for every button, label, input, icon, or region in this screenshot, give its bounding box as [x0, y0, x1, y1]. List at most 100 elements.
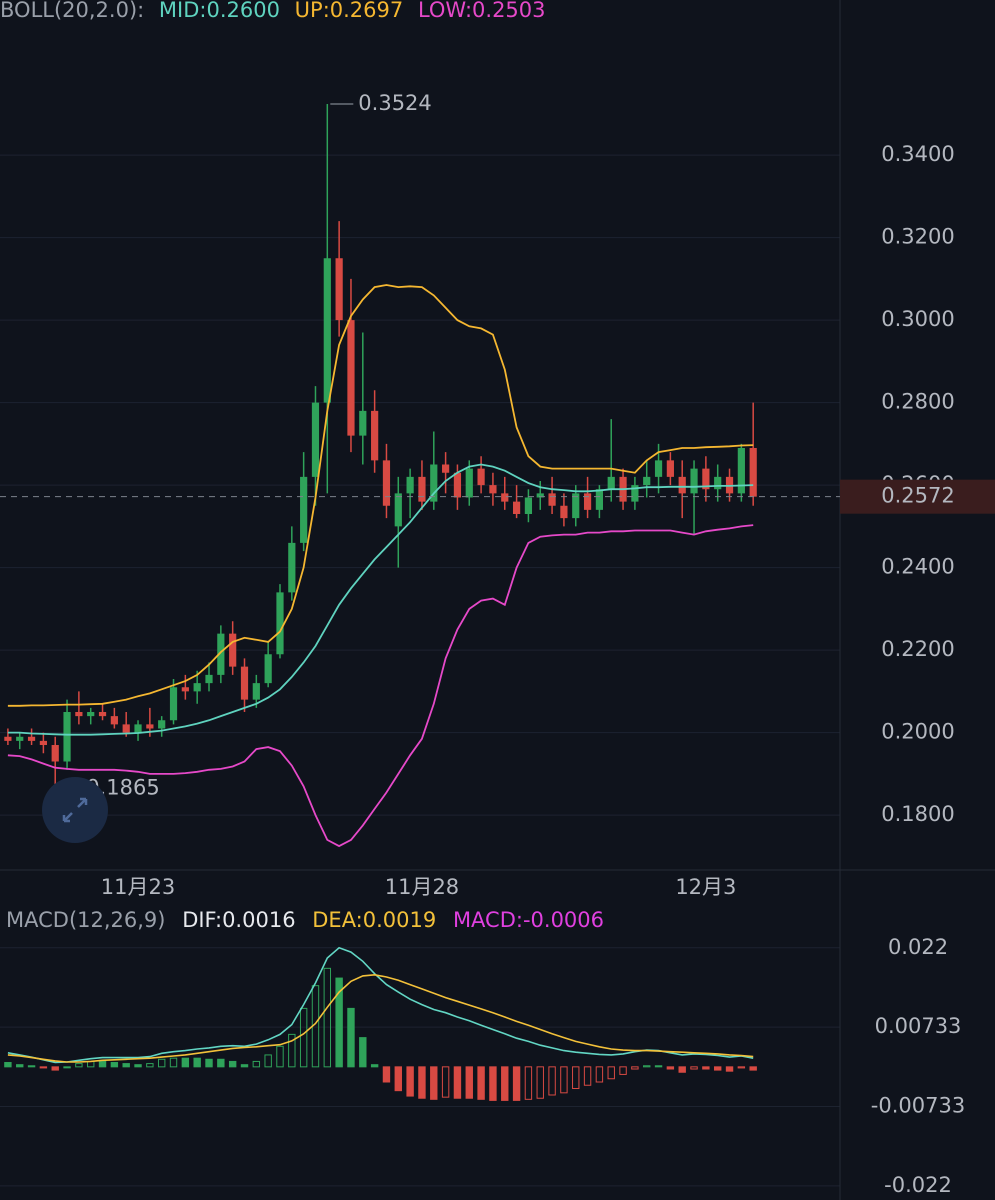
macd-bar — [501, 1066, 509, 1101]
macd-bar — [560, 1066, 568, 1094]
candle-body — [702, 468, 710, 490]
macd-bar — [181, 1057, 190, 1068]
macd-bar — [134, 1064, 142, 1068]
expand-button[interactable] — [42, 777, 108, 843]
candle-body — [406, 476, 414, 494]
candle-body — [489, 485, 497, 494]
candle-body — [217, 633, 225, 675]
macd-bar — [572, 1066, 580, 1089]
macd-line — [7, 973, 754, 1063]
boll-line — [7, 284, 754, 707]
candle-body — [229, 633, 237, 667]
macd-bar — [39, 1066, 48, 1069]
last-price-box — [840, 479, 995, 514]
boll-line — [7, 463, 754, 736]
macd-bar — [240, 1064, 249, 1068]
candle-body — [442, 464, 450, 473]
candle-body — [631, 485, 639, 502]
y-tick-label: 0.022 — [888, 935, 948, 959]
candle-body — [158, 720, 166, 729]
macd-bar — [595, 1066, 604, 1083]
y-tick-label: 0.2800 — [881, 390, 954, 414]
macd-bar — [619, 1066, 627, 1075]
candle-body — [714, 476, 722, 490]
macd-bar — [430, 1066, 438, 1100]
macd-bar — [169, 1057, 178, 1068]
macd-bar — [643, 1065, 651, 1068]
y-tick-label: 0.1800 — [881, 802, 954, 826]
x-tick-label: 11月23 — [101, 875, 175, 899]
candle-body — [181, 687, 189, 692]
legend-entry: UP:0.2697 — [295, 0, 404, 22]
macd-bar — [607, 1066, 615, 1080]
macd-bar — [288, 1033, 296, 1068]
candle-body — [300, 476, 308, 543]
candle-body — [690, 468, 698, 494]
macd-bar — [252, 1060, 261, 1068]
macd-bar — [725, 1066, 734, 1072]
candle-body — [276, 592, 284, 655]
macd-bar — [110, 1062, 119, 1068]
macd-bar — [749, 1066, 757, 1071]
macd-bar — [631, 1066, 639, 1070]
macd-bar — [394, 1066, 402, 1092]
candle-body — [264, 654, 272, 684]
candle-body — [595, 489, 603, 510]
macd-bar — [666, 1066, 675, 1070]
candle-body — [382, 460, 391, 506]
macd-bar — [157, 1058, 166, 1068]
candle-body — [654, 460, 663, 477]
candle-body — [607, 476, 615, 490]
candle-body — [512, 501, 521, 514]
macd-bar — [75, 1063, 83, 1068]
macd-bar — [524, 1066, 533, 1100]
candle-body — [288, 542, 296, 593]
macd-bar — [465, 1066, 473, 1099]
macd-bar — [98, 1060, 107, 1068]
y-tick-label: 0.3000 — [881, 307, 954, 331]
candle-body — [465, 468, 473, 498]
macd-bar — [193, 1057, 201, 1068]
macd-bar — [205, 1058, 213, 1068]
macd-bar — [512, 1066, 521, 1101]
candle-body — [311, 402, 320, 477]
y-tick-label: 0.2400 — [881, 555, 954, 579]
macd-bar — [276, 1045, 284, 1068]
macd-bar — [489, 1066, 497, 1101]
candle-body — [39, 740, 47, 746]
macd-bar — [536, 1066, 544, 1099]
candle-body — [430, 464, 438, 502]
macd-bar — [27, 1065, 36, 1068]
candle-body — [75, 712, 83, 717]
candle-body — [501, 493, 509, 502]
macd-bar — [737, 1066, 746, 1069]
macd-bar — [63, 1066, 71, 1069]
candle-body — [98, 712, 107, 717]
y-tick-label: -0.00733 — [871, 1094, 965, 1118]
expand-icon[interactable] — [62, 797, 88, 823]
legend-entry: LOW:0.2503 — [418, 0, 546, 22]
candle-body — [524, 497, 533, 514]
candle-body — [122, 724, 130, 733]
y-tick-label: 0.3400 — [881, 142, 954, 166]
candle-body — [193, 683, 201, 692]
candle-body — [240, 666, 249, 700]
macd-title: MACD(12,26,9) — [6, 908, 166, 932]
candle-body — [134, 724, 142, 733]
macd-bar — [382, 1066, 391, 1083]
expand-button-bg[interactable] — [42, 777, 108, 843]
macd-bar — [583, 1066, 592, 1086]
candle-body — [394, 493, 402, 527]
candle-body — [205, 674, 213, 684]
candle-body — [4, 736, 12, 741]
macd-bar — [323, 967, 332, 1068]
macd-bar — [347, 1007, 355, 1068]
macd-bar — [228, 1060, 237, 1068]
x-tick-label: 12月3 — [675, 875, 736, 899]
candle-body — [146, 724, 154, 729]
macd-bar — [335, 977, 343, 1068]
macd-bar — [4, 1062, 12, 1068]
macd-bar — [16, 1064, 24, 1068]
y-tick-label: 0.2200 — [881, 637, 954, 661]
